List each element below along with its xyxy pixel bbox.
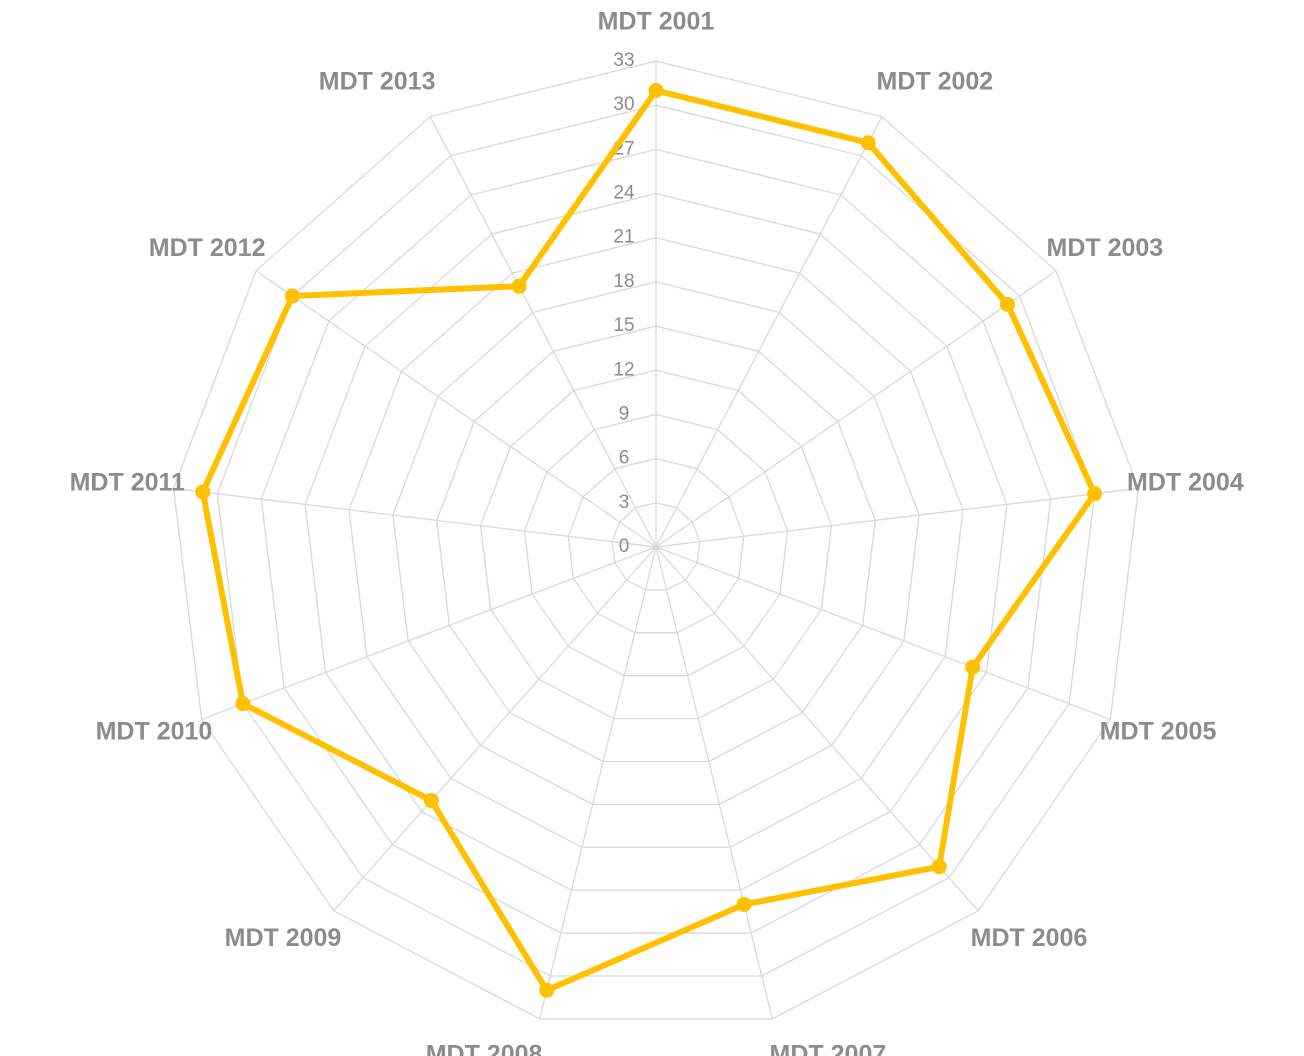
tick-label: 9 bbox=[619, 403, 630, 424]
data-point bbox=[1087, 486, 1103, 502]
grid-ring bbox=[304, 192, 1008, 891]
tick-label: 12 bbox=[613, 359, 634, 380]
tick-label: 24 bbox=[613, 183, 635, 204]
data-point bbox=[931, 859, 947, 875]
category-label: MDT 2003 bbox=[1047, 234, 1164, 262]
category-label: MDT 2011 bbox=[70, 468, 185, 496]
spoke bbox=[655, 487, 1139, 548]
category-label: MDT 2002 bbox=[877, 68, 994, 96]
category-label: MDT 2004 bbox=[1127, 468, 1244, 496]
grid-ring bbox=[479, 369, 833, 720]
category-label: MDT 2008 bbox=[426, 1040, 543, 1056]
spoke bbox=[655, 116, 883, 548]
category-label: MDT 2010 bbox=[96, 717, 213, 745]
data-point bbox=[539, 982, 555, 998]
tick-label: 33 bbox=[613, 50, 634, 71]
grid-ring bbox=[348, 237, 964, 848]
grid-ring bbox=[172, 60, 1140, 1020]
spoke bbox=[655, 546, 1111, 720]
data-point bbox=[284, 288, 300, 304]
tick-label: 18 bbox=[613, 271, 634, 292]
data-point bbox=[235, 696, 251, 712]
data-point bbox=[648, 82, 664, 98]
data-point bbox=[511, 278, 527, 294]
tick-label: 3 bbox=[619, 492, 630, 513]
category-label: MDT 2009 bbox=[225, 924, 342, 952]
tick-label: 30 bbox=[613, 94, 634, 115]
grid-ring bbox=[611, 502, 701, 591]
tick-label: 0 bbox=[619, 536, 630, 557]
spoke bbox=[539, 546, 657, 1020]
data-point bbox=[860, 135, 876, 151]
data-point bbox=[965, 659, 981, 675]
spoke bbox=[173, 487, 657, 548]
spoke bbox=[655, 546, 979, 912]
spoke bbox=[333, 546, 657, 912]
data-point bbox=[195, 484, 211, 500]
spoke bbox=[655, 270, 1057, 548]
tick-label: 21 bbox=[613, 227, 634, 248]
spoke bbox=[201, 546, 657, 720]
spoke bbox=[655, 546, 773, 1020]
spoke bbox=[255, 270, 657, 548]
category-label: MDT 2013 bbox=[319, 68, 436, 96]
tick-label: 15 bbox=[613, 315, 634, 336]
grid-ring bbox=[392, 281, 920, 806]
grid-ring bbox=[567, 457, 745, 634]
data-point bbox=[999, 296, 1015, 312]
series-line bbox=[199, 87, 1098, 994]
category-label: MDT 2012 bbox=[149, 234, 266, 262]
category-label: MDT 2007 bbox=[770, 1040, 887, 1056]
category-label: MDT 2005 bbox=[1100, 717, 1217, 745]
category-label: MDT 2006 bbox=[971, 924, 1088, 952]
grid-ring bbox=[260, 148, 1052, 934]
grid-ring bbox=[523, 413, 789, 677]
category-label: MDT 2001 bbox=[598, 8, 715, 36]
data-point bbox=[423, 793, 439, 809]
grid-ring bbox=[436, 325, 876, 763]
data-point bbox=[736, 896, 752, 912]
spoke bbox=[429, 116, 657, 548]
tick-label: 6 bbox=[619, 448, 630, 469]
